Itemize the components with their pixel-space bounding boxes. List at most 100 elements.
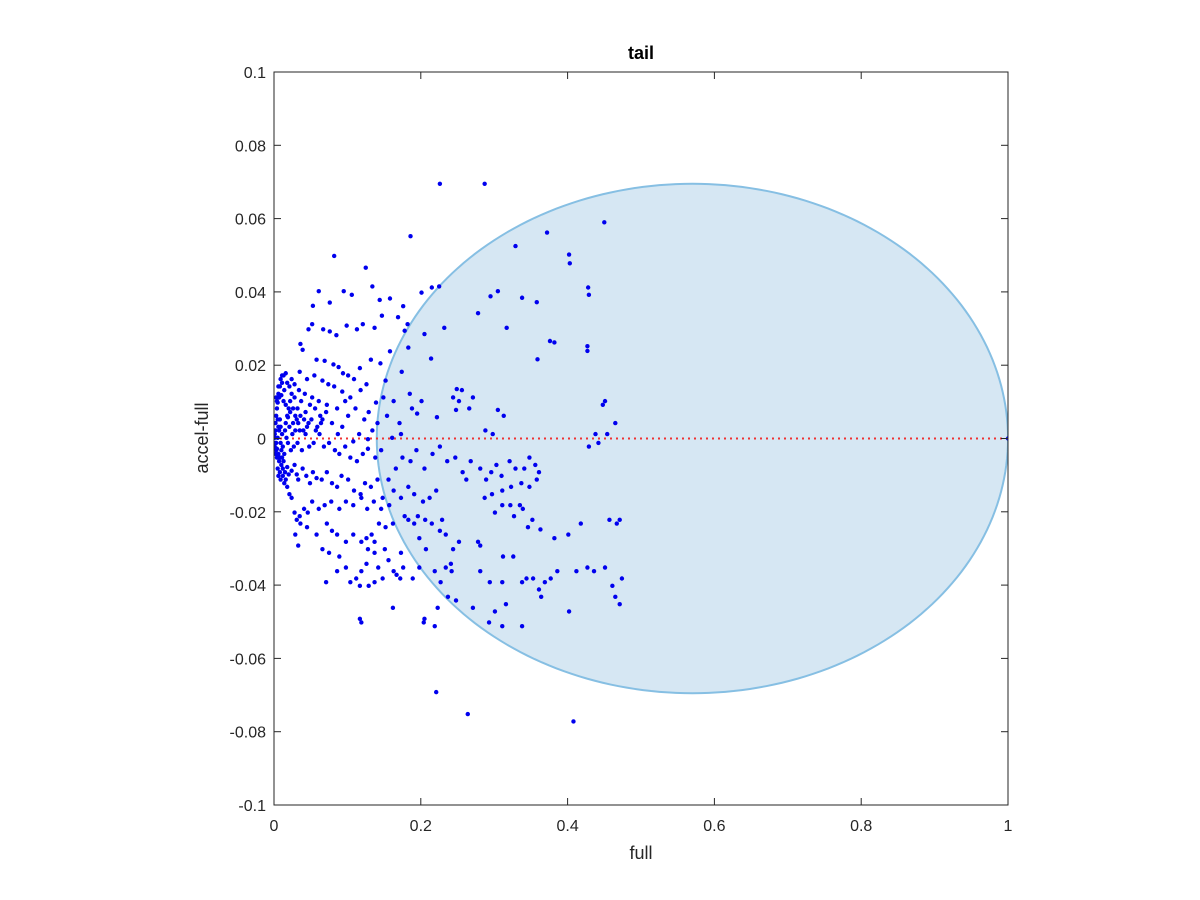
y-tick-label: -0.02 [230, 505, 267, 522]
data-points [274, 181, 1008, 724]
data-point [300, 466, 305, 471]
data-point [304, 524, 310, 530]
data-point [304, 376, 310, 382]
data-point [274, 406, 280, 411]
data-point [567, 261, 572, 266]
data-point [408, 459, 413, 464]
data-point [348, 455, 353, 460]
data-point [602, 398, 608, 404]
data-point [387, 503, 392, 508]
data-point [495, 288, 501, 294]
data-point [434, 415, 440, 420]
data-point [456, 398, 462, 404]
data-point [548, 576, 553, 581]
data-point [312, 373, 317, 378]
data-point [354, 459, 360, 464]
data-point [309, 499, 315, 504]
data-point [310, 470, 316, 475]
data-point [586, 444, 592, 449]
data-point [322, 358, 327, 363]
data-point [295, 440, 300, 446]
data-point [274, 398, 280, 404]
data-point [274, 448, 279, 453]
data-point [430, 451, 435, 457]
data-point [383, 378, 388, 383]
y-tick-label: 0.02 [235, 358, 266, 375]
data-point [478, 543, 483, 548]
data-point [422, 616, 427, 622]
data-point [488, 294, 493, 299]
data-point [293, 413, 298, 418]
data-point [289, 376, 294, 382]
data-point [378, 361, 383, 366]
data-point [542, 579, 548, 585]
data-point [465, 711, 470, 717]
data-point [432, 623, 437, 629]
data-point [443, 565, 448, 570]
data-point [322, 503, 327, 508]
data-point [478, 568, 483, 574]
data-point [500, 579, 505, 585]
data-point [278, 376, 283, 382]
data-point [456, 539, 462, 545]
x-tick-label: 0.8 [850, 818, 872, 835]
data-point [340, 389, 345, 394]
data-point [303, 431, 308, 437]
data-point [500, 488, 505, 493]
data-point [278, 424, 283, 429]
data-point [411, 521, 417, 526]
data-point [309, 395, 315, 400]
data-point [585, 285, 591, 290]
data-point [359, 495, 364, 501]
data-point [283, 420, 288, 426]
data-point [287, 384, 292, 389]
data-point [439, 517, 445, 523]
data-point [482, 181, 487, 186]
data-point [351, 503, 356, 508]
data-point [421, 620, 426, 625]
x-tick-label: 0 [270, 818, 279, 835]
data-point [311, 440, 316, 446]
data-point [398, 431, 404, 437]
y-tick-label: 0 [257, 432, 266, 449]
data-point [391, 568, 396, 574]
data-point [362, 417, 367, 422]
data-point [574, 568, 579, 574]
data-point [373, 400, 379, 405]
data-point [371, 499, 377, 504]
data-point [316, 506, 321, 512]
data-point [420, 499, 426, 504]
data-point [460, 470, 465, 475]
data-point [377, 297, 382, 303]
data-point [467, 406, 472, 411]
data-point [277, 470, 283, 475]
data-point [274, 428, 278, 433]
data-point [378, 506, 384, 512]
data-point [351, 376, 357, 382]
y-tick-label: -0.08 [230, 725, 267, 742]
data-point [390, 605, 396, 611]
data-point [490, 431, 495, 437]
data-point [619, 576, 625, 581]
data-point [365, 437, 371, 442]
data-point [534, 477, 539, 482]
data-point [494, 462, 499, 468]
data-point [368, 484, 374, 490]
data-point [320, 546, 325, 552]
data-point [306, 420, 311, 426]
data-point [344, 323, 349, 328]
data-point [470, 605, 476, 611]
data-point [336, 364, 341, 370]
data-point [617, 601, 622, 607]
data-point [296, 543, 301, 548]
data-point [364, 382, 369, 387]
data-point [274, 455, 280, 460]
data-point [274, 440, 278, 446]
data-point [613, 594, 618, 600]
y-tick-label: 0.04 [235, 285, 266, 302]
data-point [492, 609, 498, 614]
data-point [331, 362, 336, 367]
data-point [375, 477, 380, 482]
y-tick-label: 0.08 [235, 138, 266, 155]
data-point [339, 473, 344, 479]
